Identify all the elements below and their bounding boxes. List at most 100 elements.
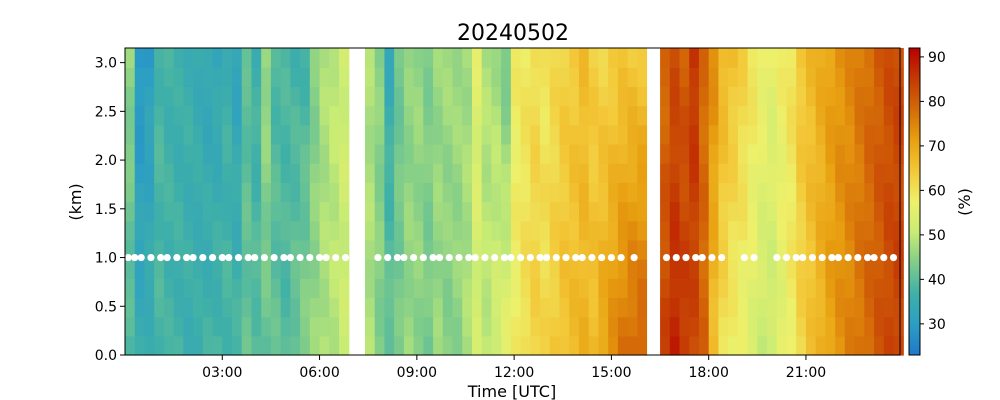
heatmap-cell (698, 316, 710, 337)
heatmap-cell (708, 316, 720, 337)
heatmap-cell (471, 220, 483, 241)
heatmap-cell (737, 67, 749, 87)
heatmap-cell (423, 278, 434, 299)
heatmap-cell (163, 259, 175, 279)
heatmap-cell (319, 67, 330, 87)
heatmap-cell (163, 105, 175, 126)
heatmap-cell (844, 86, 856, 107)
heatmap-cell (588, 220, 600, 241)
heatmap-cell (309, 163, 321, 183)
x-tick-label: 12:00 (494, 365, 534, 381)
heatmap-cell (608, 201, 619, 222)
heatmap-cell (212, 201, 223, 222)
heatmap-cell (280, 201, 291, 222)
heatmap-cell (471, 143, 483, 164)
heatmap-cell (825, 67, 836, 87)
heatmap-cell (491, 124, 502, 145)
heatmap-cell (520, 86, 531, 107)
heatmap-cell (280, 259, 291, 279)
heatmap-cell (689, 163, 700, 183)
heatmap-cell (339, 335, 350, 356)
heatmap-cell (689, 278, 700, 299)
heatmap-cell (232, 316, 243, 337)
heatmap-cell (825, 259, 836, 279)
heatmap-cell (825, 316, 836, 337)
heatmap-cell (805, 182, 817, 203)
heatmap-cell (598, 316, 609, 337)
heatmap-cell (329, 220, 340, 241)
heatmap-cell (280, 239, 291, 260)
heatmap-cell (183, 124, 194, 145)
heatmap-cell (708, 259, 720, 279)
heatmap-cell (413, 201, 424, 222)
heatmap-cell (309, 86, 321, 107)
heatmap-cell (462, 67, 473, 87)
heatmap-cell (290, 297, 301, 318)
heatmap-cell (559, 48, 570, 68)
heatmap-cell (718, 143, 729, 164)
heatmap-cell (394, 220, 405, 241)
marker-point (799, 253, 807, 262)
marker-point (341, 253, 350, 262)
heatmap-cell (163, 67, 175, 87)
heatmap-cell (413, 124, 424, 145)
heatmap-cell (689, 259, 700, 279)
heatmap-cell (660, 239, 671, 260)
heatmap-cell (874, 220, 885, 241)
heatmap-cell (864, 163, 875, 183)
marker-point (863, 253, 872, 262)
heatmap-cell (183, 143, 194, 164)
heatmap-cell (854, 220, 865, 241)
heatmap-cell (134, 163, 146, 183)
heatmap-cell (481, 105, 493, 126)
heatmap-cell (708, 278, 720, 299)
heatmap-cell (309, 48, 321, 68)
heatmap-cell (540, 259, 551, 279)
heatmap-cell (403, 201, 415, 222)
heatmap-cell (883, 86, 895, 107)
heatmap-cell (854, 239, 865, 260)
heatmap-cell (183, 220, 194, 241)
heatmap-cell (270, 86, 282, 107)
heatmap-cell (608, 163, 619, 183)
heatmap-cell (776, 143, 788, 164)
heatmap-cell (442, 220, 454, 241)
heatmap-cell (617, 86, 629, 107)
heatmap-cell (893, 182, 904, 203)
heatmap-cell (689, 143, 700, 164)
heatmap-cell (796, 67, 807, 87)
marker-point (280, 253, 288, 262)
heatmap-cell (471, 86, 483, 107)
heatmap-cell (835, 220, 846, 241)
heatmap-cell (757, 220, 768, 241)
heatmap-cell (193, 316, 204, 337)
heatmap-cell (319, 143, 330, 164)
heatmap-cell (776, 105, 788, 126)
heatmap-cell (637, 163, 648, 183)
heatmap-cell (491, 105, 502, 126)
heatmap-cell (442, 201, 454, 222)
heatmap-cell (698, 220, 710, 241)
heatmap-cell (329, 297, 340, 318)
heatmap-cell (588, 67, 600, 87)
heatmap-cell (125, 86, 136, 107)
heatmap-cell (637, 239, 648, 260)
heatmap-cell (232, 335, 243, 356)
heatmap-cell (569, 239, 580, 260)
heatmap-cell (883, 278, 895, 299)
heatmap-cell (300, 297, 311, 318)
heatmap-cell (588, 182, 600, 203)
heatmap-cell (747, 259, 758, 279)
marker-point (607, 253, 616, 262)
heatmap-cell (232, 201, 243, 222)
heatmap-cell (433, 201, 444, 222)
heatmap-cell (854, 67, 865, 87)
heatmap-cell (698, 335, 710, 356)
heatmap-cell (290, 67, 301, 87)
heatmap-cell (270, 182, 282, 203)
heatmap-cell (883, 297, 895, 318)
heatmap-cell (394, 143, 405, 164)
heatmap-cell (394, 105, 405, 126)
heatmap-cell (747, 163, 758, 183)
heatmap-cell (442, 259, 454, 279)
